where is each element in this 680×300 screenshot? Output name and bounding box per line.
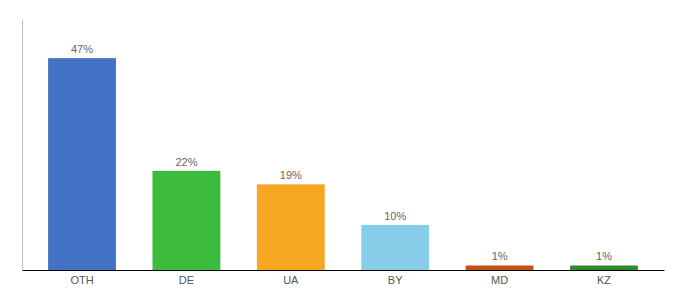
bar bbox=[466, 265, 534, 270]
data-label: 22% bbox=[175, 156, 197, 168]
bar bbox=[361, 225, 429, 270]
x-axis-line bbox=[23, 270, 665, 271]
x-tick-label: MD bbox=[491, 274, 508, 286]
y-axis bbox=[22, 21, 23, 271]
chart: OTH DE UA BY MD KZ 47% 22% 19% 10% 1% 1% bbox=[0, 0, 680, 300]
x-tick-label: UA bbox=[283, 274, 299, 286]
x-tick: MD bbox=[491, 274, 508, 286]
bars bbox=[48, 58, 638, 270]
x-tick: BY bbox=[388, 274, 403, 286]
bar bbox=[48, 58, 116, 270]
bar bbox=[152, 171, 220, 270]
x-tick-label: DE bbox=[179, 274, 194, 286]
x-tick-label: BY bbox=[388, 274, 403, 286]
data-label: 19% bbox=[280, 169, 302, 181]
x-tick-label: KZ bbox=[597, 274, 611, 286]
x-axis: OTH DE UA BY MD KZ bbox=[23, 271, 665, 286]
y-axis-line bbox=[22, 21, 23, 271]
data-labels: 47% 22% 19% 10% 1% 1% bbox=[71, 43, 612, 262]
x-tick: UA bbox=[283, 274, 299, 286]
bar bbox=[570, 265, 638, 270]
data-label: 47% bbox=[71, 43, 93, 55]
data-label: 1% bbox=[596, 250, 612, 262]
plot: OTH DE UA BY MD KZ 47% 22% 19% 10% 1% 1% bbox=[23, 21, 665, 286]
x-tick: KZ bbox=[597, 274, 611, 286]
bar bbox=[257, 184, 325, 270]
x-tick-label: OTH bbox=[70, 274, 93, 286]
data-label: 1% bbox=[492, 250, 508, 262]
x-tick: DE bbox=[179, 274, 194, 286]
x-tick: OTH bbox=[70, 274, 93, 286]
data-label: 10% bbox=[384, 210, 406, 222]
